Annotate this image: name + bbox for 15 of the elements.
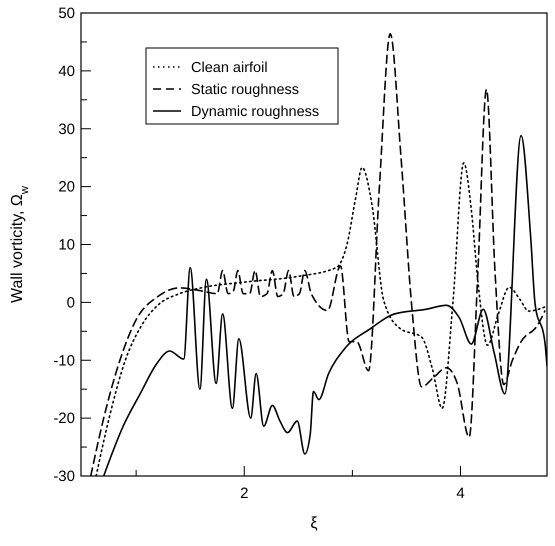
y-tick-label: 50 <box>58 5 75 22</box>
y-tick-label: -30 <box>53 468 75 485</box>
x-tick-label: 2 <box>240 485 248 502</box>
y-tick-label: 10 <box>58 236 75 254</box>
legend-label: Static roughness <box>191 82 300 98</box>
y-tick-label: -20 <box>53 410 75 428</box>
y-tick-label: 40 <box>58 62 75 80</box>
y-tick-label: 30 <box>58 120 75 138</box>
y-tick-label: -10 <box>53 352 75 370</box>
y-tick-label: 20 <box>58 178 75 196</box>
x-tick-label: 4 <box>456 485 465 502</box>
legend-label: Dynamic roughness <box>191 104 320 120</box>
x-axis-title: ξ <box>310 515 318 532</box>
y-tick-label: 0 <box>66 294 75 312</box>
legend-label: Clean airfoil <box>191 60 268 76</box>
